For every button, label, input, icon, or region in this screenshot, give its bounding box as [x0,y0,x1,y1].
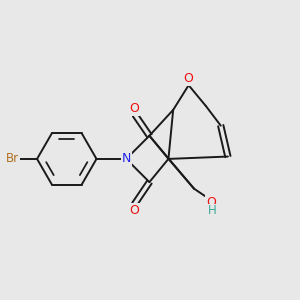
Text: O: O [206,196,216,208]
Text: Br: Br [6,152,19,165]
Text: O: O [184,72,194,85]
Text: O: O [130,102,140,115]
Text: N: N [122,152,131,165]
Text: H: H [207,204,216,218]
Text: O: O [129,204,139,217]
